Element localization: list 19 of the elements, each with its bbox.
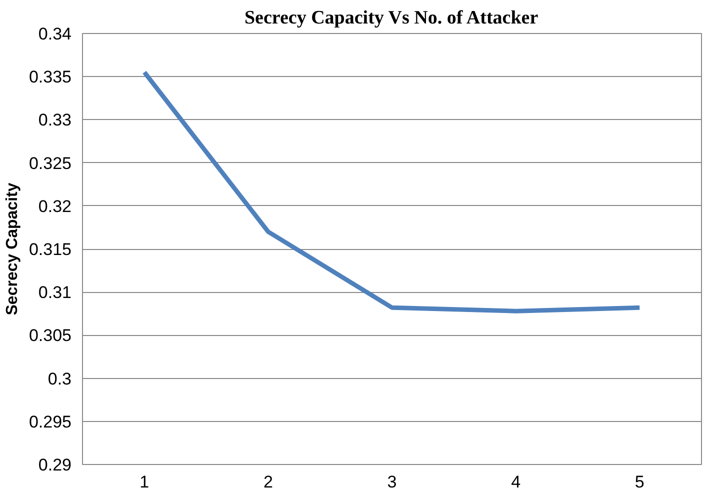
y-tick-label: 0.29 — [38, 456, 72, 474]
chart-title: Secrecy Capacity Vs No. of Attacker — [244, 8, 539, 28]
x-tick-label: 5 — [634, 472, 644, 492]
y-tick-label: 0.34 — [38, 24, 72, 44]
x-tick-label: 1 — [140, 472, 150, 492]
y-axis-title: Secrecy Capacity — [4, 182, 21, 316]
y-tick-label: 0.315 — [28, 240, 72, 259]
y-tick-label: 0.305 — [28, 326, 72, 346]
y-tick-label: 0.3 — [48, 369, 72, 388]
y-tick-label: 0.295 — [28, 412, 72, 432]
y-tick-label: 0.33 — [38, 110, 72, 130]
y-tick-label: 0.31 — [38, 283, 72, 302]
x-tick-label: 4 — [511, 472, 521, 492]
x-tick-label: 3 — [387, 472, 397, 492]
x-tick-label: 2 — [263, 472, 273, 492]
y-tick-label: 0.325 — [28, 154, 72, 173]
y-tick-label: 0.335 — [28, 68, 72, 87]
line-series — [142, 70, 642, 314]
y-tick-label: 0.32 — [38, 196, 72, 216]
